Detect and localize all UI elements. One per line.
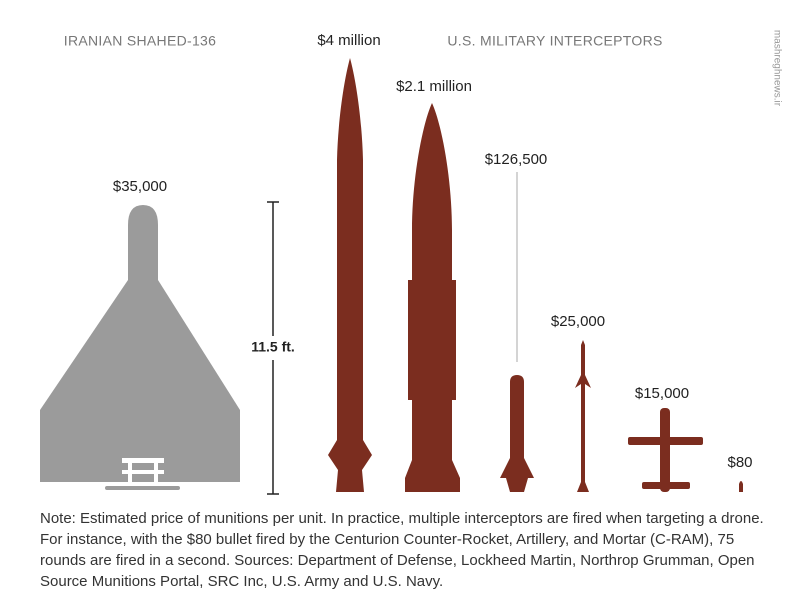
bullet: [739, 481, 743, 492]
interceptors: [328, 58, 743, 492]
price-label: $2.1 million: [396, 78, 472, 95]
shahed-drone: [40, 205, 240, 490]
note: Note: Estimated price of munitions per u…: [40, 510, 764, 590]
price-label: $35,000: [113, 178, 167, 195]
small-drone: [628, 408, 703, 492]
rocket-126k: [500, 375, 534, 492]
rocket-4m: [328, 58, 372, 492]
price-label: $80: [727, 454, 752, 471]
scale-label: 11.5 ft.: [251, 339, 295, 355]
drone-heading: IRANIAN SHAHED-136: [64, 33, 216, 49]
price-label: $25,000: [551, 313, 605, 330]
rocket-2m: [405, 103, 460, 492]
scale-label-bg: [245, 336, 301, 360]
rocket-25k: [575, 340, 591, 492]
price-label: $4 million: [317, 32, 380, 49]
price-label: $126,500: [485, 151, 548, 168]
watermark: mashreghnews.ir: [771, 30, 782, 107]
interceptors-heading: U.S. MILITARY INTERCEPTORS: [447, 33, 662, 49]
drone-engine: [122, 458, 164, 484]
price-label: $15,000: [635, 385, 689, 402]
